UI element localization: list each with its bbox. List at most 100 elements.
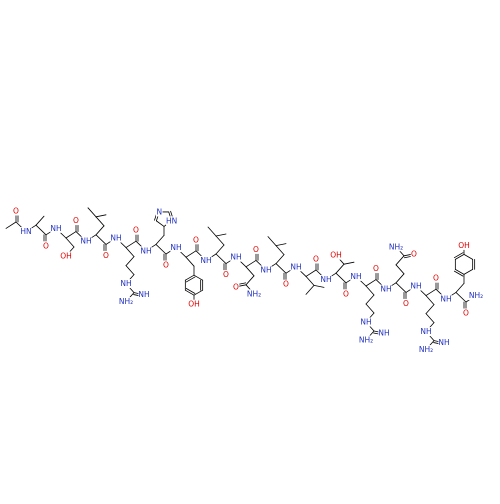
bond [125, 265, 135, 276]
atom-text: O [13, 207, 19, 216]
bond [5, 221, 17, 229]
atom-text: O [193, 235, 199, 244]
label-background [320, 275, 332, 285]
atom-text: OH [188, 300, 200, 309]
label-background [140, 246, 152, 256]
atom-label: O [462, 308, 470, 318]
atom-label: O [410, 249, 418, 259]
bond [425, 313, 435, 324]
atom-text: O [163, 261, 169, 270]
label-background [350, 271, 362, 281]
atom-label: O [222, 270, 230, 280]
label-background [230, 252, 242, 262]
bond [455, 291, 467, 303]
bond [215, 253, 227, 265]
atom-label: O [192, 235, 200, 245]
atom-text: NH [80, 237, 91, 246]
label-background [118, 297, 134, 307]
bond [185, 276, 196, 283]
bond [425, 288, 437, 297]
bond [454, 253, 465, 260]
atom-text: O [343, 289, 349, 298]
atom-label: O [232, 282, 240, 292]
bond [215, 244, 225, 255]
atom-text: NH₂ [469, 291, 483, 300]
atom-text: NH [320, 275, 331, 284]
atom-text: NH₂ [359, 336, 373, 345]
label-background [358, 335, 374, 345]
label-background [440, 294, 452, 304]
bond [245, 266, 255, 277]
atom-text: NH [110, 234, 121, 243]
bond [125, 247, 135, 258]
atom-text: NH [410, 282, 421, 291]
atom-label: NH [320, 275, 332, 285]
atom-text: HN [20, 227, 31, 236]
label-background [12, 206, 20, 216]
bond [155, 220, 165, 227]
label-background [188, 299, 200, 309]
bond [193, 274, 204, 281]
bond [87, 207, 97, 218]
label-background [330, 250, 342, 260]
atom-text: NH [380, 285, 391, 294]
atom-text: NH [120, 279, 131, 288]
atom-text: O [403, 299, 409, 308]
bond [365, 303, 375, 314]
atom-label: NH [80, 236, 92, 246]
atom-label: NH [120, 279, 132, 289]
atom-text: NH [420, 327, 431, 336]
atom-text: NH [200, 256, 211, 265]
atom-text: O [43, 241, 49, 250]
atom-label: NH [230, 252, 242, 262]
atom-label: NH [440, 294, 452, 304]
atom-label: N [155, 207, 163, 217]
bond [313, 284, 325, 288]
bond [184, 289, 195, 296]
bond [275, 263, 287, 274]
atom-label: O [252, 244, 260, 254]
atom-label: O [432, 273, 440, 283]
label-background [468, 291, 484, 301]
bond [185, 288, 196, 294]
atom-label: O [162, 260, 170, 270]
atom-text: NH [50, 224, 61, 233]
bonds [5, 207, 477, 351]
atom-text: O [433, 274, 439, 283]
bond [395, 273, 405, 284]
atom-label: NH₂ [118, 297, 134, 307]
label-background [60, 251, 72, 261]
atom-text: NH [170, 243, 181, 252]
bond [425, 295, 435, 306]
atom-text: NH₂ [119, 297, 133, 306]
label-background [260, 265, 272, 275]
atom-text: NH [378, 329, 389, 338]
bond [185, 250, 197, 258]
atom-text: OH [60, 252, 72, 261]
bond [185, 256, 195, 267]
atom-text: O [223, 270, 229, 279]
atom-label: NH₂ [418, 345, 434, 355]
atom-label: O [72, 216, 80, 226]
atom-label: O [12, 206, 20, 216]
label-background [110, 233, 122, 243]
bond [215, 233, 227, 237]
atom-label: NH [380, 284, 392, 294]
bond [275, 245, 285, 256]
atom-text: O [463, 309, 469, 318]
bond [65, 231, 77, 239]
label-background [360, 317, 372, 327]
atom-text: NH [138, 290, 149, 299]
label-background [410, 281, 422, 291]
atom-label: NH [438, 338, 450, 348]
bond [275, 254, 285, 265]
atom-label: NH₂ [468, 291, 484, 301]
atom-label: OH [458, 240, 470, 250]
atom-label: NH₂ [246, 289, 262, 299]
bond [335, 263, 345, 274]
label-background [312, 254, 320, 264]
atom-text: N [156, 207, 162, 216]
atom-label: NH [110, 233, 122, 243]
bond [95, 234, 107, 245]
bond [193, 289, 204, 296]
